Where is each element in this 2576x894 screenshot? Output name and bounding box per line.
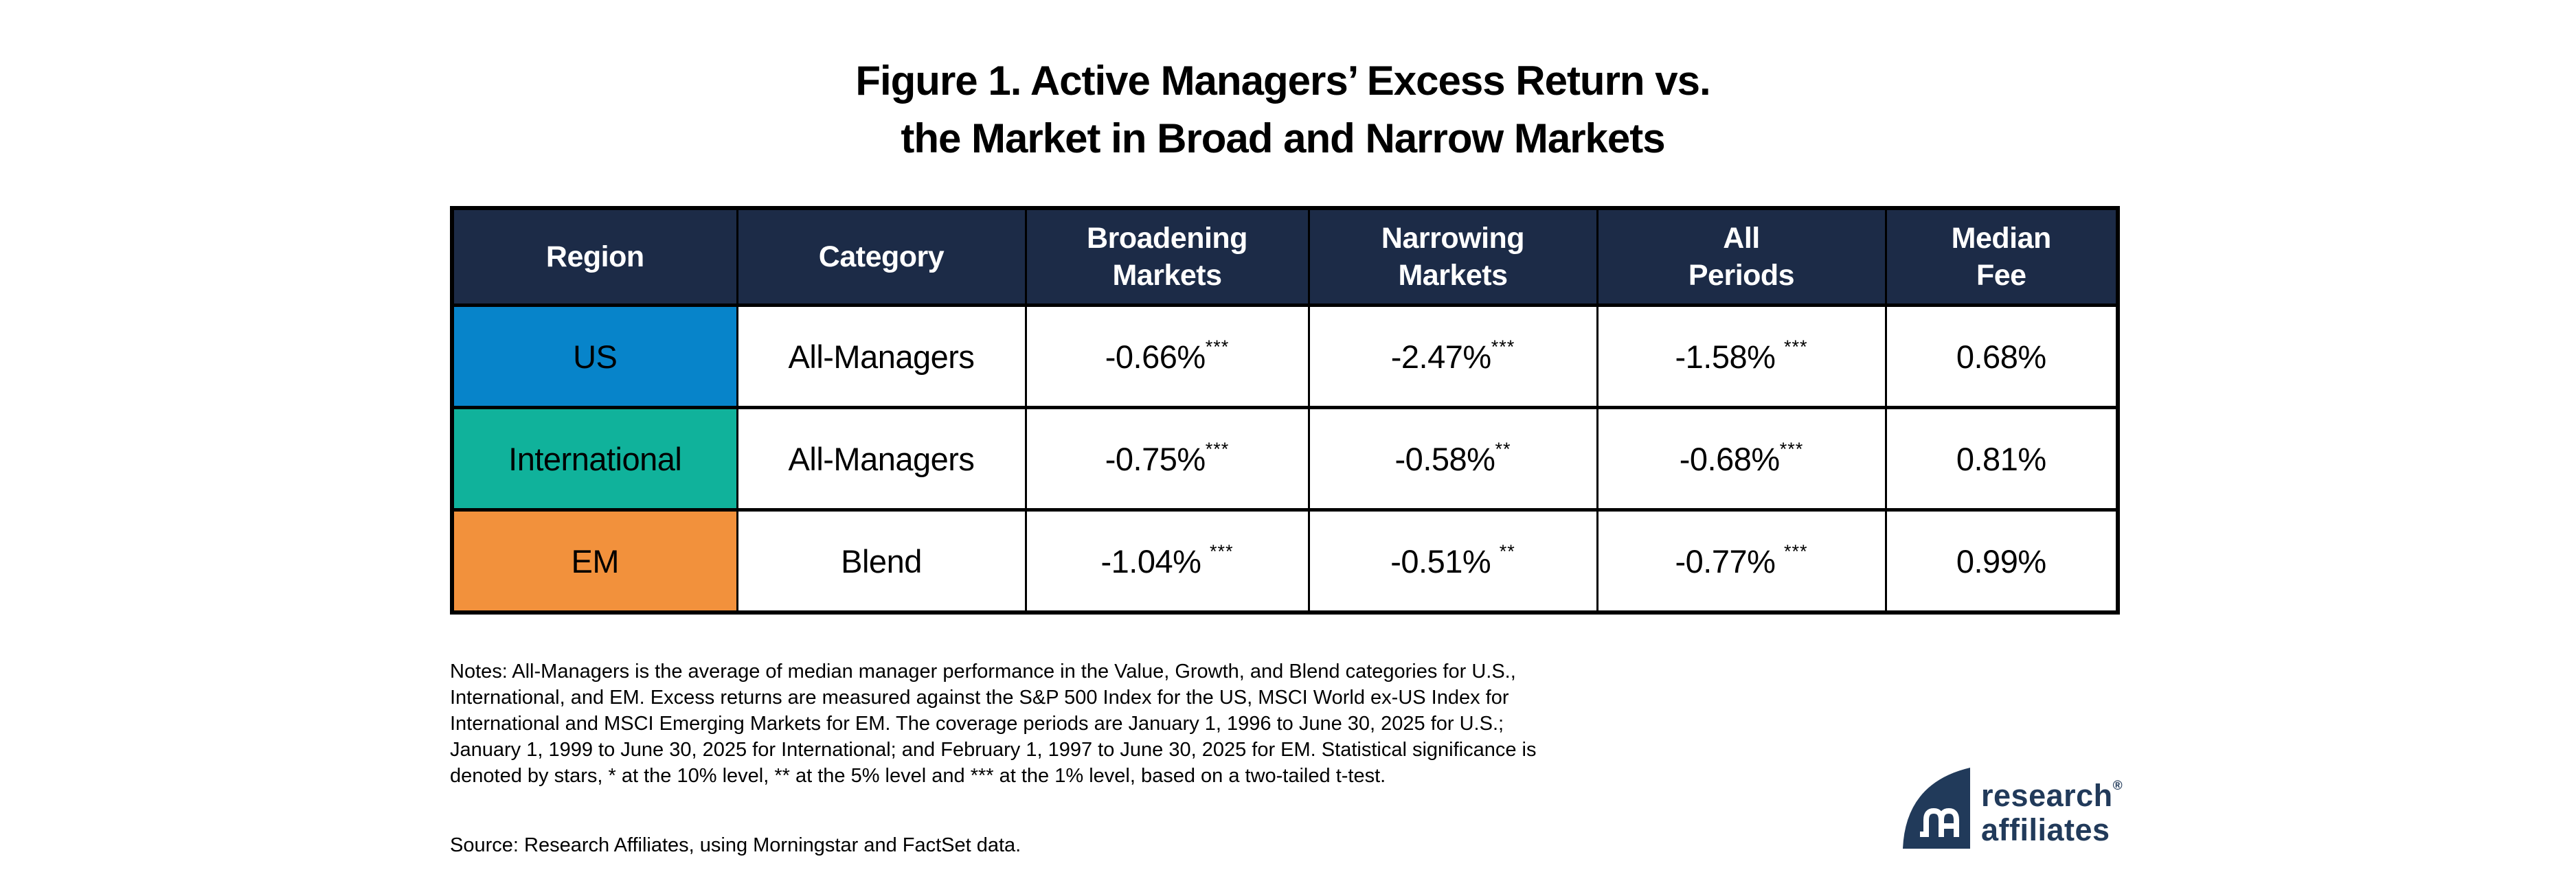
- significance-stars: ***: [1205, 336, 1230, 357]
- significance-stars: ***: [1491, 336, 1515, 357]
- value: -0.58%: [1394, 440, 1495, 477]
- significance-stars: **: [1495, 438, 1511, 459]
- notes-line: International and MSCI Emerging Markets …: [450, 713, 1504, 735]
- research-affiliates-logo: research® affiliates: [1903, 768, 2123, 849]
- value: -1.04%: [1100, 542, 1210, 580]
- table-row-international: International All-Managers -0.75%*** -0.…: [451, 406, 2119, 512]
- figure-title-line2: the Market in Broad and Narrow Markets: [901, 115, 1665, 161]
- category-label: All-Managers: [788, 338, 975, 375]
- value: 0.68%: [1956, 338, 2046, 375]
- value: -0.75%: [1105, 440, 1206, 477]
- logo-wordmark-research: research®: [1981, 769, 2123, 813]
- header-label: Fee: [1976, 259, 2026, 292]
- narrowing-cell-us: -2.47%***: [1307, 303, 1598, 409]
- notes-line: Notes: All-Managers is the average of me…: [450, 661, 1516, 683]
- significance-stars: ***: [1205, 438, 1230, 459]
- value: -0.68%: [1679, 440, 1780, 477]
- narrowing-cell-international: -0.58%**: [1307, 406, 1598, 512]
- value: 0.99%: [1956, 542, 2046, 580]
- median-fee-cell-em: 0.99%: [1884, 508, 2119, 615]
- broadening-cell-us: -0.66%***: [1024, 303, 1310, 409]
- header-cell-broadening-markets: Broadening Markets: [1024, 206, 1310, 307]
- excess-return-table: Region Category Broadening Markets Narro…: [450, 206, 2120, 615]
- header-cell-region: Region: [451, 206, 738, 307]
- figure-title-line1: Figure 1. Active Managers’ Excess Return…: [855, 58, 1710, 104]
- header-label: Category: [818, 240, 945, 273]
- region-cell-us: US: [451, 303, 738, 409]
- header-label: Narrowing: [1381, 222, 1525, 255]
- notes-text: Notes: All-Managers is the average of me…: [450, 658, 2116, 789]
- header-label: Region: [545, 240, 644, 273]
- broadening-cell-em: -1.04% ***: [1024, 508, 1310, 615]
- notes-line: January 1, 1999 to June 30, 2025 for Int…: [450, 739, 1537, 761]
- figure-content: Figure 1. Active Managers’ Excess Return…: [450, 0, 2120, 857]
- category-label: Blend: [841, 542, 922, 580]
- region-label: US: [573, 338, 618, 375]
- all-periods-cell-international: -0.68%***: [1596, 406, 1887, 512]
- significance-stars: ***: [1783, 336, 1808, 357]
- notes-line: denoted by stars, * at the 10% level, **…: [450, 765, 1386, 787]
- value: -0.77%: [1675, 542, 1784, 580]
- figure-title: Figure 1. Active Managers’ Excess Return…: [450, 52, 2116, 168]
- value: 0.81%: [1956, 440, 2046, 477]
- category-cell-em: Blend: [736, 508, 1027, 615]
- registered-trademark-symbol: ®: [2112, 779, 2123, 793]
- category-cell-us: All-Managers: [736, 303, 1027, 409]
- region-cell-international: International: [451, 406, 738, 512]
- logo-word-research: research: [1981, 778, 2113, 813]
- significance-stars: **: [1499, 540, 1515, 562]
- all-periods-cell-us: -1.58% ***: [1596, 303, 1887, 409]
- header-label: Broadening: [1087, 222, 1247, 255]
- source-text: Source: Research Affiliates, using Morni…: [450, 834, 1021, 856]
- significance-stars: ***: [1209, 540, 1234, 562]
- header-label: Markets: [1398, 259, 1508, 292]
- median-fee-cell-international: 0.81%: [1884, 406, 2119, 512]
- significance-stars: ***: [1783, 540, 1808, 562]
- value: -0.51%: [1390, 542, 1500, 580]
- notes-line: International, and EM. Excess returns ar…: [450, 687, 1509, 709]
- table-row-us: US All-Managers -0.66%*** -2.47%*** -1.5…: [451, 303, 2119, 409]
- table-row-em: EM Blend -1.04% *** -0.51% ** -0.77% ***…: [451, 508, 2119, 615]
- table-header-row: Region Category Broadening Markets Narro…: [451, 206, 2119, 307]
- narrowing-cell-em: -0.51% **: [1307, 508, 1598, 615]
- header-label: Median: [1951, 222, 2052, 255]
- logo-wordmark: research® affiliates: [1981, 769, 2123, 847]
- header-label: Markets: [1112, 259, 1222, 292]
- header-cell-category: Category: [736, 206, 1027, 307]
- region-label: EM: [571, 542, 620, 580]
- ra-logo-mark-icon: [1903, 768, 1970, 849]
- all-periods-cell-em: -0.77% ***: [1596, 508, 1887, 615]
- header-cell-narrowing-markets: Narrowing Markets: [1307, 206, 1598, 307]
- category-cell-international: All-Managers: [736, 406, 1027, 512]
- value: -1.58%: [1675, 338, 1784, 375]
- value: -0.66%: [1105, 338, 1206, 375]
- header-cell-all-periods: All Periods: [1596, 206, 1887, 307]
- value: -2.47%: [1390, 338, 1491, 375]
- median-fee-cell-us: 0.68%: [1884, 303, 2119, 409]
- header-label: Periods: [1688, 259, 1795, 292]
- broadening-cell-international: -0.75%***: [1024, 406, 1310, 512]
- category-label: All-Managers: [788, 440, 975, 477]
- significance-stars: ***: [1779, 438, 1804, 459]
- region-cell-em: EM: [451, 508, 738, 615]
- header-label: All: [1723, 222, 1760, 255]
- logo-wordmark-affiliates: affiliates: [1981, 812, 2110, 847]
- header-cell-median-fee: Median Fee: [1884, 206, 2119, 307]
- region-label: International: [508, 440, 682, 477]
